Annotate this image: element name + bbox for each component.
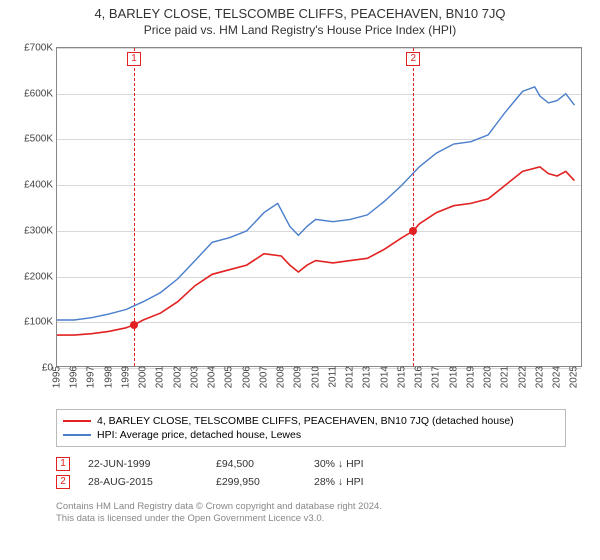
legend-label: HPI: Average price, detached house, Lewe… bbox=[97, 429, 301, 441]
chart-subtitle: Price paid vs. HM Land Registry's House … bbox=[10, 23, 590, 37]
series-line-hpi bbox=[57, 87, 574, 320]
footer-line-2: This data is licensed under the Open Gov… bbox=[56, 513, 590, 525]
sale-delta: 28% ↓ HPI bbox=[314, 476, 414, 488]
x-axis-label: 2017 bbox=[431, 366, 442, 392]
x-axis-label: 2022 bbox=[517, 366, 528, 392]
y-axis-label: £500K bbox=[24, 134, 57, 145]
legend-swatch bbox=[63, 420, 91, 422]
legend-label: 4, BARLEY CLOSE, TELSCOMBE CLIFFS, PEACE… bbox=[97, 415, 514, 427]
sale-price: £299,950 bbox=[216, 476, 296, 488]
x-axis-label: 2006 bbox=[241, 366, 252, 392]
x-axis-label: 2024 bbox=[552, 366, 563, 392]
x-axis-label: 1999 bbox=[120, 366, 131, 392]
x-axis-label: 2013 bbox=[362, 366, 373, 392]
series-svg bbox=[57, 48, 583, 368]
sale-dot bbox=[130, 321, 138, 329]
chart-area: £0£100K£200K£300K£400K£500K£600K£700K199… bbox=[10, 43, 590, 403]
sale-date: 22-JUN-1999 bbox=[88, 458, 198, 470]
x-axis-label: 2001 bbox=[155, 366, 166, 392]
x-axis-label: 1995 bbox=[52, 366, 63, 392]
x-axis-label: 2000 bbox=[138, 366, 149, 392]
x-axis-label: 2015 bbox=[396, 366, 407, 392]
legend-item: 4, BARLEY CLOSE, TELSCOMBE CLIFFS, PEACE… bbox=[63, 414, 559, 428]
y-axis-label: £200K bbox=[24, 271, 57, 282]
legend: 4, BARLEY CLOSE, TELSCOMBE CLIFFS, PEACE… bbox=[56, 409, 566, 447]
x-axis-label: 2020 bbox=[483, 366, 494, 392]
y-axis-label: £600K bbox=[24, 88, 57, 99]
sale-delta: 30% ↓ HPI bbox=[314, 458, 414, 470]
y-axis-label: £400K bbox=[24, 180, 57, 191]
y-axis-label: £300K bbox=[24, 225, 57, 236]
x-axis-label: 2021 bbox=[500, 366, 511, 392]
footer-line-1: Contains HM Land Registry data © Crown c… bbox=[56, 501, 590, 513]
chart-container: 4, BARLEY CLOSE, TELSCOMBE CLIFFS, PEACE… bbox=[0, 0, 600, 560]
x-axis-label: 2005 bbox=[224, 366, 235, 392]
x-axis-label: 2014 bbox=[379, 366, 390, 392]
sale-row-marker: 2 bbox=[56, 475, 70, 489]
x-axis-label: 2025 bbox=[569, 366, 580, 392]
sales-table: 1 22-JUN-1999 £94,500 30% ↓ HPI 2 28-AUG-2015… bbox=[56, 455, 566, 491]
x-axis-label: 2012 bbox=[345, 366, 356, 392]
sale-price: £94,500 bbox=[216, 458, 296, 470]
y-axis-label: £100K bbox=[24, 317, 57, 328]
plot-region: £0£100K£200K£300K£400K£500K£600K£700K199… bbox=[56, 47, 582, 367]
x-axis-label: 2018 bbox=[448, 366, 459, 392]
sale-row: 2 28-AUG-2015 £299,950 28% ↓ HPI bbox=[56, 473, 566, 491]
sale-dot bbox=[409, 227, 417, 235]
sale-row: 1 22-JUN-1999 £94,500 30% ↓ HPI bbox=[56, 455, 566, 473]
x-axis-label: 2007 bbox=[258, 366, 269, 392]
x-axis-label: 2016 bbox=[414, 366, 425, 392]
x-axis-label: 1998 bbox=[103, 366, 114, 392]
x-axis-label: 2019 bbox=[465, 366, 476, 392]
x-axis-label: 2023 bbox=[534, 366, 545, 392]
x-axis-label: 1997 bbox=[86, 366, 97, 392]
legend-item: HPI: Average price, detached house, Lewe… bbox=[63, 428, 559, 442]
sale-row-marker: 1 bbox=[56, 457, 70, 471]
sale-date: 28-AUG-2015 bbox=[88, 476, 198, 488]
x-axis-label: 2004 bbox=[207, 366, 218, 392]
legend-swatch bbox=[63, 434, 91, 436]
x-axis-label: 2010 bbox=[310, 366, 321, 392]
x-axis-label: 2003 bbox=[189, 366, 200, 392]
x-axis-label: 2009 bbox=[293, 366, 304, 392]
chart-title: 4, BARLEY CLOSE, TELSCOMBE CLIFFS, PEACE… bbox=[10, 6, 590, 21]
y-axis-label: £700K bbox=[24, 43, 57, 54]
x-axis-label: 1996 bbox=[69, 366, 80, 392]
x-axis-label: 2002 bbox=[172, 366, 183, 392]
footer-attribution: Contains HM Land Registry data © Crown c… bbox=[56, 501, 590, 526]
x-axis-label: 2008 bbox=[276, 366, 287, 392]
x-axis-label: 2011 bbox=[327, 366, 338, 392]
series-line-property bbox=[57, 167, 574, 335]
